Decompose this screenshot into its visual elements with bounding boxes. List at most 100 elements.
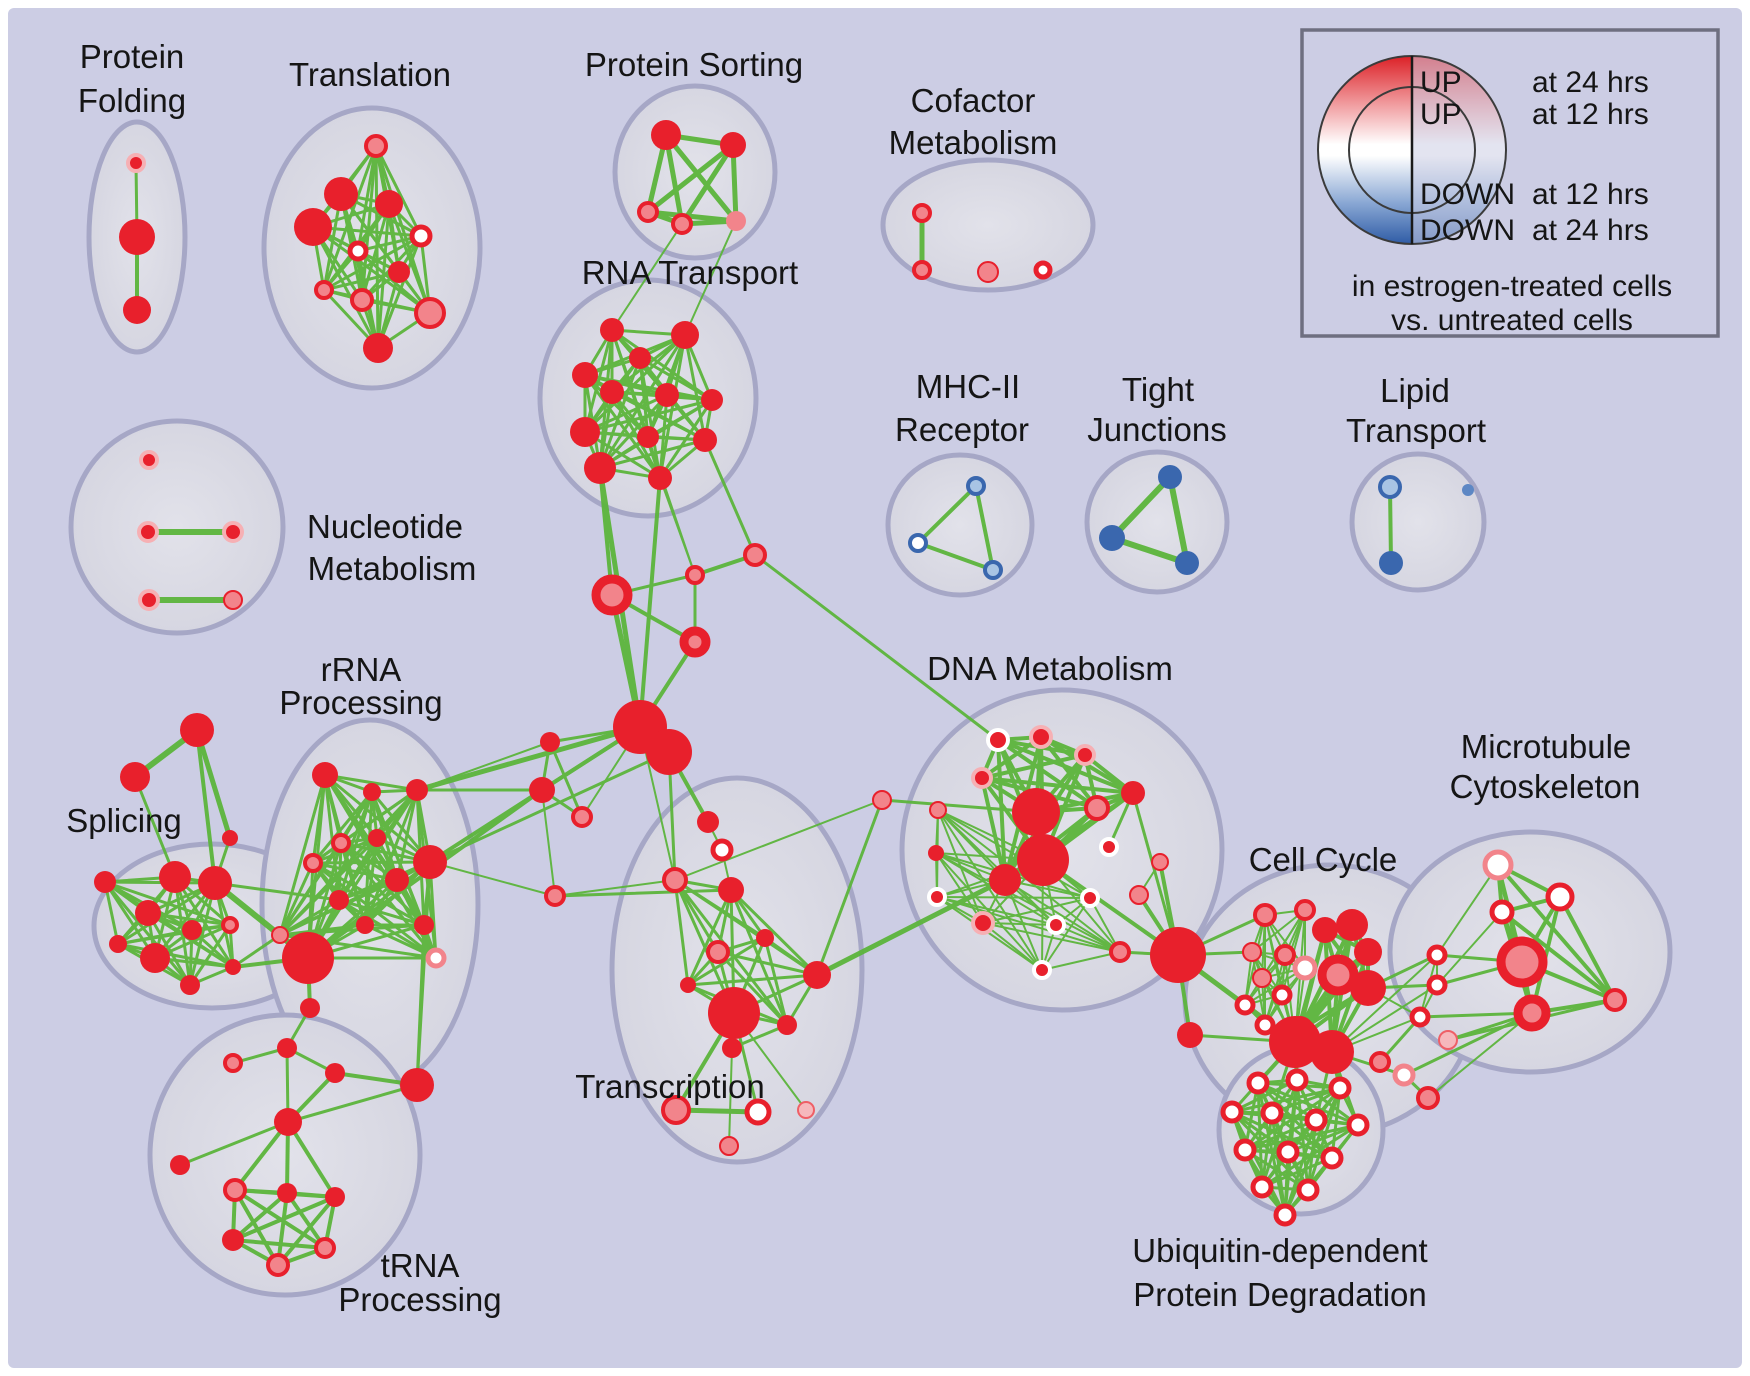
node-x2 [743, 543, 767, 567]
node-u10 [1320, 1146, 1344, 1170]
edge [673, 878, 690, 987]
node-cc11 [1252, 968, 1272, 988]
node-x3 [591, 574, 633, 616]
cluster-label-protein-sorting: Protein Sorting [585, 46, 803, 83]
edge [683, 333, 707, 442]
node-cc14 [1254, 1014, 1276, 1036]
cluster-label-nucleotide-metabolism: Nucleotide [307, 508, 463, 545]
node-c2 [912, 260, 932, 280]
cluster-label-protein-folding: Folding [78, 82, 186, 119]
node-x4 [679, 626, 711, 658]
node-cc10 [1350, 970, 1386, 1006]
edge [1109, 535, 1190, 566]
node-u12 [1296, 1178, 1320, 1202]
edge [1004, 879, 1121, 953]
edge [278, 836, 379, 937]
node-l3 [1462, 484, 1474, 496]
node-q5 [314, 1237, 336, 1259]
node-mt1 [1482, 849, 1514, 881]
node-q2 [277, 1183, 297, 1203]
edge [729, 888, 819, 977]
edge [1388, 485, 1393, 565]
edge [753, 553, 1000, 742]
node-cc4 [1336, 909, 1368, 941]
node-d14 [927, 887, 947, 907]
node-tx6 [706, 940, 730, 964]
legend-row-detail: at 24 hrs [1532, 66, 1649, 99]
node-mb5 [1392, 1063, 1416, 1087]
cluster-trna-processing [147, 1012, 423, 1298]
node-q0 [170, 1155, 190, 1175]
edge [936, 896, 1043, 971]
node-u3 [1328, 1076, 1352, 1100]
node-rb3 [277, 1038, 297, 1058]
legend-row-detail: at 24 hrs [1532, 214, 1649, 247]
edge [598, 356, 642, 470]
node-d4 [971, 767, 993, 789]
edge [1243, 1123, 1360, 1152]
node-l2 [1379, 551, 1403, 575]
node-sp5 [182, 920, 202, 940]
node-rr1 [312, 762, 338, 788]
edge [980, 753, 1087, 780]
node-u2 [1285, 1068, 1309, 1092]
node-rr8 [385, 868, 409, 892]
node-d12 [1099, 837, 1119, 857]
edge [1558, 895, 1617, 1002]
edge [916, 541, 995, 572]
cluster-label-trna-processing: tRNA [381, 1247, 460, 1284]
node-t10 [414, 297, 446, 329]
edge [116, 923, 232, 946]
node-j1 [1158, 465, 1182, 489]
edge [363, 788, 419, 927]
edge [188, 923, 232, 987]
cluster-label-nucleotide-metabolism: Metabolism [308, 550, 477, 587]
edge [982, 922, 1043, 971]
node-r1 [600, 318, 624, 342]
node-b2 [529, 777, 555, 803]
node-t6 [347, 240, 369, 262]
node-c1 [912, 203, 932, 223]
cluster-cofactor-metabolism [880, 157, 1096, 293]
node-rr11 [414, 915, 434, 935]
node-mt3 [1489, 899, 1515, 925]
node-d18 [1129, 885, 1149, 905]
cluster-label-ubiquitin-degradation: Protein Degradation [1133, 1276, 1427, 1313]
edge [880, 798, 1038, 814]
edge [935, 852, 984, 924]
node-t3 [375, 190, 403, 218]
labels-layer: Protein Folding Translation Protein Sorting… [66, 38, 1640, 1318]
edge [916, 484, 978, 545]
node-r12 [648, 466, 672, 490]
legend: UP at 24 hrs UP at 12 hrs DOWN at 12 hrs DOWN a… [1300, 28, 1720, 338]
edge [195, 728, 217, 885]
node-cc13 [1234, 994, 1256, 1016]
node-cc5 [1354, 938, 1382, 966]
node-d2 [1029, 725, 1053, 749]
edge [276, 1191, 289, 1267]
cluster-lipid-transport [1349, 451, 1487, 593]
edge [311, 225, 380, 350]
node-cc8 [1292, 955, 1318, 981]
node-j2 [1099, 525, 1125, 551]
edge [103, 880, 192, 987]
edge [1270, 1086, 1342, 1115]
cluster-label-rrna-processing: Processing [279, 684, 442, 721]
node-u5 [1260, 1101, 1284, 1125]
node-u7 [1346, 1113, 1370, 1137]
edge [554, 879, 676, 897]
edge [663, 132, 739, 224]
node-r3 [629, 347, 651, 369]
node-d1 [986, 728, 1010, 752]
cluster-label-transcription: Transcription [575, 1068, 765, 1105]
node-sp7 [109, 935, 127, 953]
cluster-nucleotide-metabolism [68, 418, 286, 636]
edge [1131, 791, 1180, 957]
edge [415, 860, 432, 1087]
node-b4 [544, 885, 566, 907]
cluster-label-splicing: Splicing [66, 802, 182, 839]
edge [278, 861, 315, 937]
node-r6 [600, 380, 624, 404]
edge [982, 922, 1057, 926]
